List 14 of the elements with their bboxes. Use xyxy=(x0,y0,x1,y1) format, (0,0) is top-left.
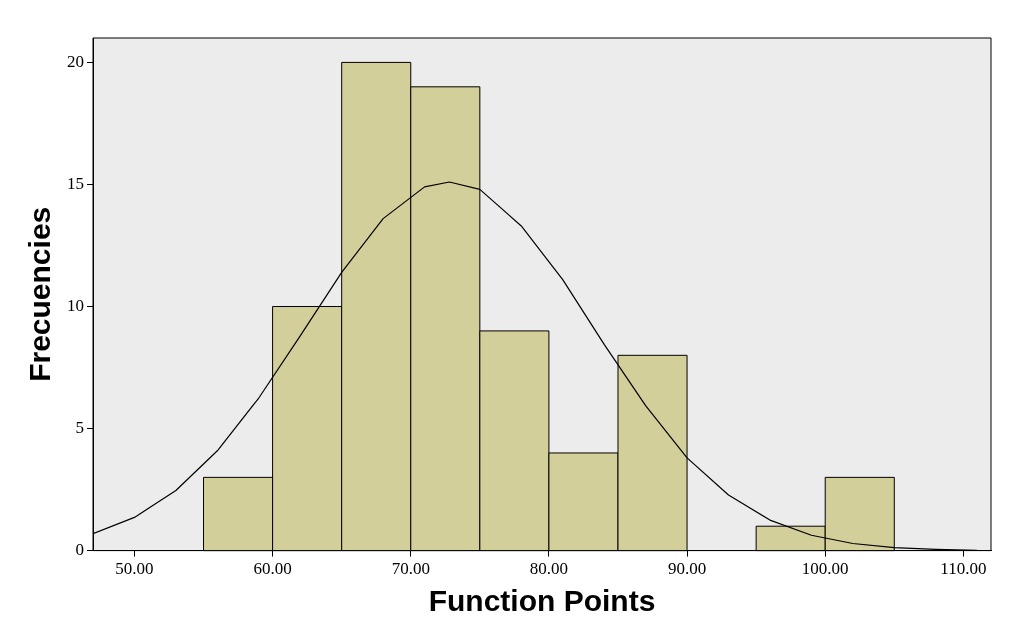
x-tick-label: 100.00 xyxy=(801,559,849,579)
x-axis-title: Function Points xyxy=(428,584,656,618)
x-tick-label: 90.00 xyxy=(667,559,707,579)
x-tick-label: 110.00 xyxy=(940,559,987,579)
y-tick-label: 15 xyxy=(67,173,84,193)
y-tick-label: 0 xyxy=(75,540,84,560)
y-tick-label: 5 xyxy=(75,418,84,438)
x-tick-label: 70.00 xyxy=(391,559,430,579)
x-tick-label: 80.00 xyxy=(529,559,569,579)
x-tick-label: 50.00 xyxy=(115,559,154,579)
y-tick-label: 10 xyxy=(67,295,84,315)
y-tick-label: 20 xyxy=(67,51,84,71)
y-axis-title: Frecuencies xyxy=(23,206,57,382)
x-tick-label: 60.00 xyxy=(253,559,292,579)
